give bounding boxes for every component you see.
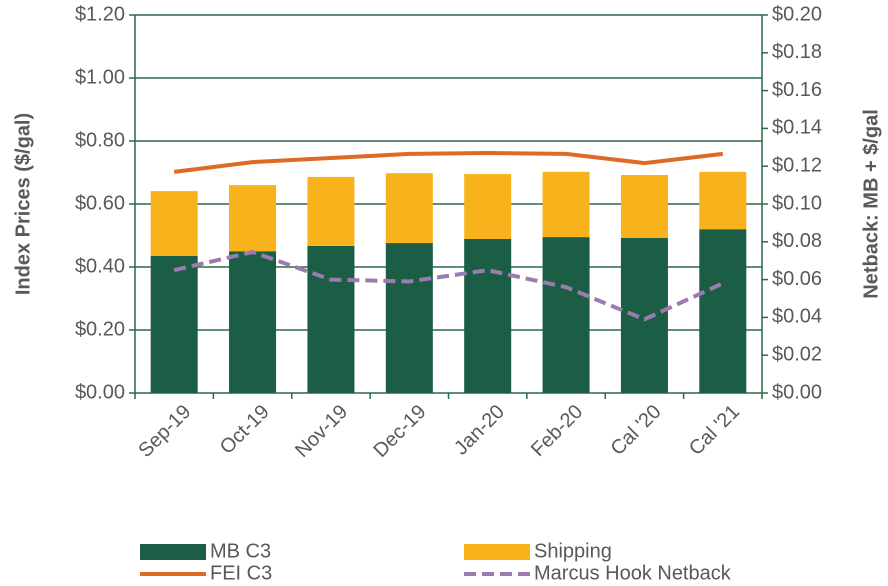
legend-label: Shipping — [534, 540, 612, 562]
x-tick-label: Cal '20 — [607, 401, 666, 460]
x-tick-label: Dec-19 — [369, 401, 430, 462]
legend-swatch — [140, 544, 206, 560]
x-tick-label: Oct-19 — [216, 401, 274, 459]
y2-tick-label: $0.16 — [772, 79, 822, 101]
y-tick-label: $0.80 — [75, 129, 125, 151]
bar — [542, 237, 590, 393]
y-tick-label: $0.00 — [75, 381, 125, 403]
legend-label: MB C3 — [210, 540, 271, 562]
bar — [620, 238, 668, 393]
bar — [150, 255, 198, 393]
y-axis-title: Index Prices ($/gal) — [12, 113, 34, 295]
y-tick-label: $0.20 — [75, 318, 125, 340]
bar — [699, 171, 747, 230]
y2-tick-label: $0.20 — [772, 3, 822, 25]
x-tick-label: Jan-20 — [450, 401, 509, 460]
y2-tick-label: $0.02 — [772, 343, 822, 365]
line — [173, 150, 724, 174]
bar — [464, 174, 512, 239]
y-tick-label: $1.20 — [75, 3, 125, 25]
legend-swatch — [464, 544, 530, 560]
x-tick-label: Sep-19 — [134, 401, 195, 462]
bar — [699, 229, 747, 393]
y-tick-label: $0.60 — [75, 192, 125, 214]
y2-tick-label: $0.12 — [772, 154, 822, 176]
legend-label: FEI C3 — [210, 562, 272, 584]
y2-axis-title: Netback: MB + $/gal — [860, 109, 882, 299]
bar — [542, 171, 590, 238]
bar — [307, 176, 355, 246]
y-tick-label: $0.40 — [75, 255, 125, 277]
line — [173, 249, 724, 322]
bar — [385, 173, 433, 244]
bar — [620, 175, 668, 239]
y2-tick-label: $0.18 — [772, 41, 822, 63]
x-tick-label: Cal '21 — [685, 401, 744, 460]
legend-label: Marcus Hook Netback — [534, 562, 732, 584]
x-tick-label: Nov-19 — [291, 401, 352, 462]
y2-tick-label: $0.08 — [772, 230, 822, 252]
bar — [307, 245, 355, 393]
y2-tick-label: $0.00 — [772, 381, 822, 403]
y2-tick-label: $0.04 — [772, 306, 822, 328]
bar — [150, 191, 198, 256]
y2-tick-label: $0.10 — [772, 192, 822, 214]
x-tick-label: Feb-20 — [527, 401, 587, 461]
bar — [229, 185, 277, 252]
y2-tick-label: $0.06 — [772, 268, 822, 290]
bar — [229, 251, 277, 393]
bar — [385, 243, 433, 393]
bar — [464, 238, 512, 393]
y2-tick-label: $0.14 — [772, 117, 822, 139]
y-tick-label: $1.00 — [75, 66, 125, 88]
